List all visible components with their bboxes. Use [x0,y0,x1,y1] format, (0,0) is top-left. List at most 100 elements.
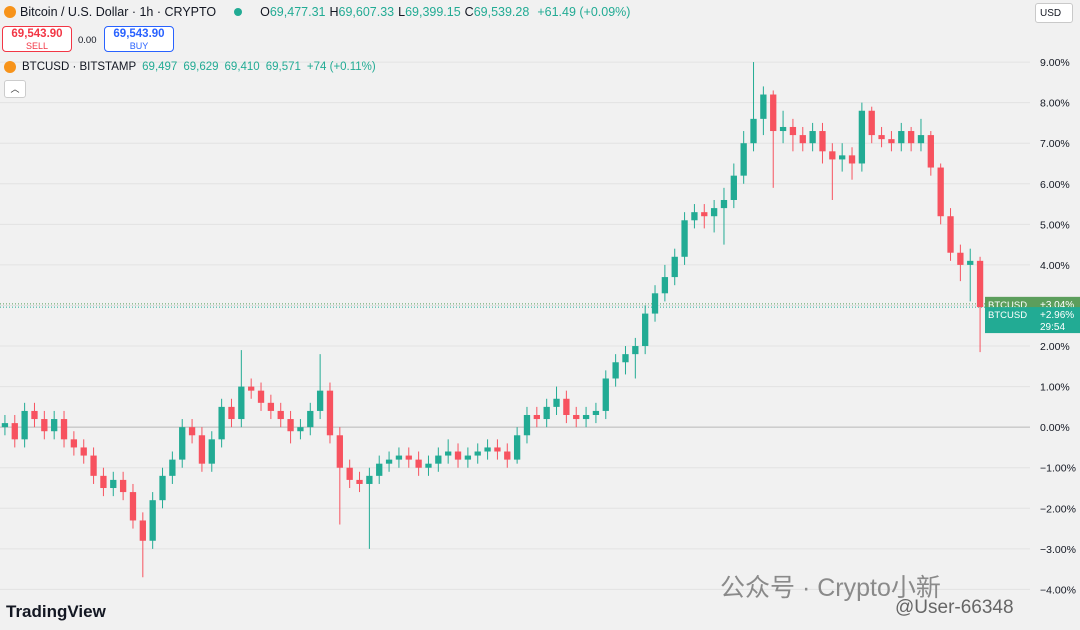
ohlc-key: L [398,5,406,19]
candle-body [129,492,137,521]
candle-body [149,500,156,541]
compare-value: 69,629 [183,61,219,73]
buy-price: 69,543.90 [113,28,165,40]
compare-symbol[interactable]: BTCUSD · BITSTAMP [22,61,137,73]
candle-body [21,410,28,440]
candle-body [494,447,501,452]
y-tick-label: 2.00% [1040,341,1070,353]
candle-body [454,451,462,460]
candle-body [445,451,452,456]
coin-icon [4,61,16,73]
compare-value: 69,571 [265,61,301,73]
candle-body [612,362,619,379]
y-tick-label: 5.00% [1040,219,1070,231]
currency-select[interactable]: USD [1035,3,1073,23]
candle-body [376,463,383,476]
ohlc-key: C [464,5,474,19]
candle-body [1,423,9,428]
candle-body [976,260,984,308]
y-tick-label: 0.00% [1040,422,1070,434]
candle-body [760,94,767,119]
candle-body [70,439,78,448]
candle-body [385,459,393,464]
candle-body [464,455,472,460]
candle-body [474,451,481,456]
candle-body [592,410,600,415]
compare-value: +74 (+0.11%) [306,61,376,73]
candle-body [681,220,688,257]
candle-body [868,110,875,136]
y-tick-label: −4.00% [1040,584,1076,596]
spread: 0.00 [78,35,97,46]
collapse-button[interactable]: ︿ [4,80,26,98]
candle-body [602,378,609,411]
candle-body [779,126,787,132]
buy-label: BUY [129,41,149,51]
candle-body [799,135,806,144]
sell-price: 69,543.90 [11,28,63,40]
candle-body [198,435,206,464]
candle-body [720,199,728,209]
ohlc-key: H [329,5,339,19]
candle-body [642,313,649,347]
candle-body [750,118,757,144]
candle-body [336,435,343,468]
compare-value: 69,410 [224,61,260,73]
candle-body [740,143,747,176]
coin-icon [4,6,16,18]
candle-body [179,427,186,460]
candles [1,62,984,578]
candle-body [356,479,363,484]
candle-body [878,135,885,140]
y-tick-label: 4.00% [1040,260,1070,272]
ohlc-value: 69,399.15 [405,5,461,19]
candle-body [553,398,560,407]
candle-body [898,131,905,144]
price-tag-name: BTCUSD [988,300,1027,311]
compare-value: 69,497 [142,61,178,73]
symbol-title[interactable]: Bitcoin / U.S. Dollar · 1h · CRYPTO [20,5,217,19]
candle-body [563,398,570,415]
candle-body [888,139,895,144]
candle-body [484,447,491,452]
candle-body [691,212,698,221]
candle-body [169,459,176,476]
candle-body [41,419,48,432]
candle-body [11,423,18,440]
candle-body [789,126,797,136]
candle-body [957,252,964,265]
candle-body [188,427,196,436]
ohlc-value: 69,477.31 [269,5,326,19]
candle-body [622,354,629,363]
candle-body [159,475,166,501]
candle-body [907,131,915,144]
countdown: 29:54 [1040,322,1065,333]
candle-body [533,414,540,420]
y-tick-label: 8.00% [1040,98,1070,110]
candle-body [858,110,866,164]
y-tick-label: −2.00% [1040,503,1076,515]
candle-body [651,293,659,314]
channel-watermark: 公众号 · Crypto小新 [720,574,941,602]
candle-body [839,155,846,160]
candle-body [435,455,442,464]
candle-body [632,346,639,355]
candle-body [701,212,708,217]
candle-body [405,455,412,460]
candle-body [415,459,422,468]
candle-body [661,277,669,294]
candle-body [366,475,373,484]
buy-button[interactable]: 69,543.90 BUY [104,26,174,52]
candle-body [937,167,944,217]
sell-button[interactable]: 69,543.90 SELL [2,26,72,52]
candle-body [287,419,294,432]
price-tag [985,307,1080,334]
candle-body [967,260,974,265]
ohlc: O69,477.31 H69,607.33 L69,399.15 C69,539.28 [260,5,533,19]
y-tick-label: −1.00% [1040,463,1076,475]
candle-body [829,151,836,160]
candle-body [248,386,255,391]
candle-body [395,455,403,460]
y-tick-label: 9.00% [1040,57,1070,69]
ohlc-key: O [260,5,270,19]
